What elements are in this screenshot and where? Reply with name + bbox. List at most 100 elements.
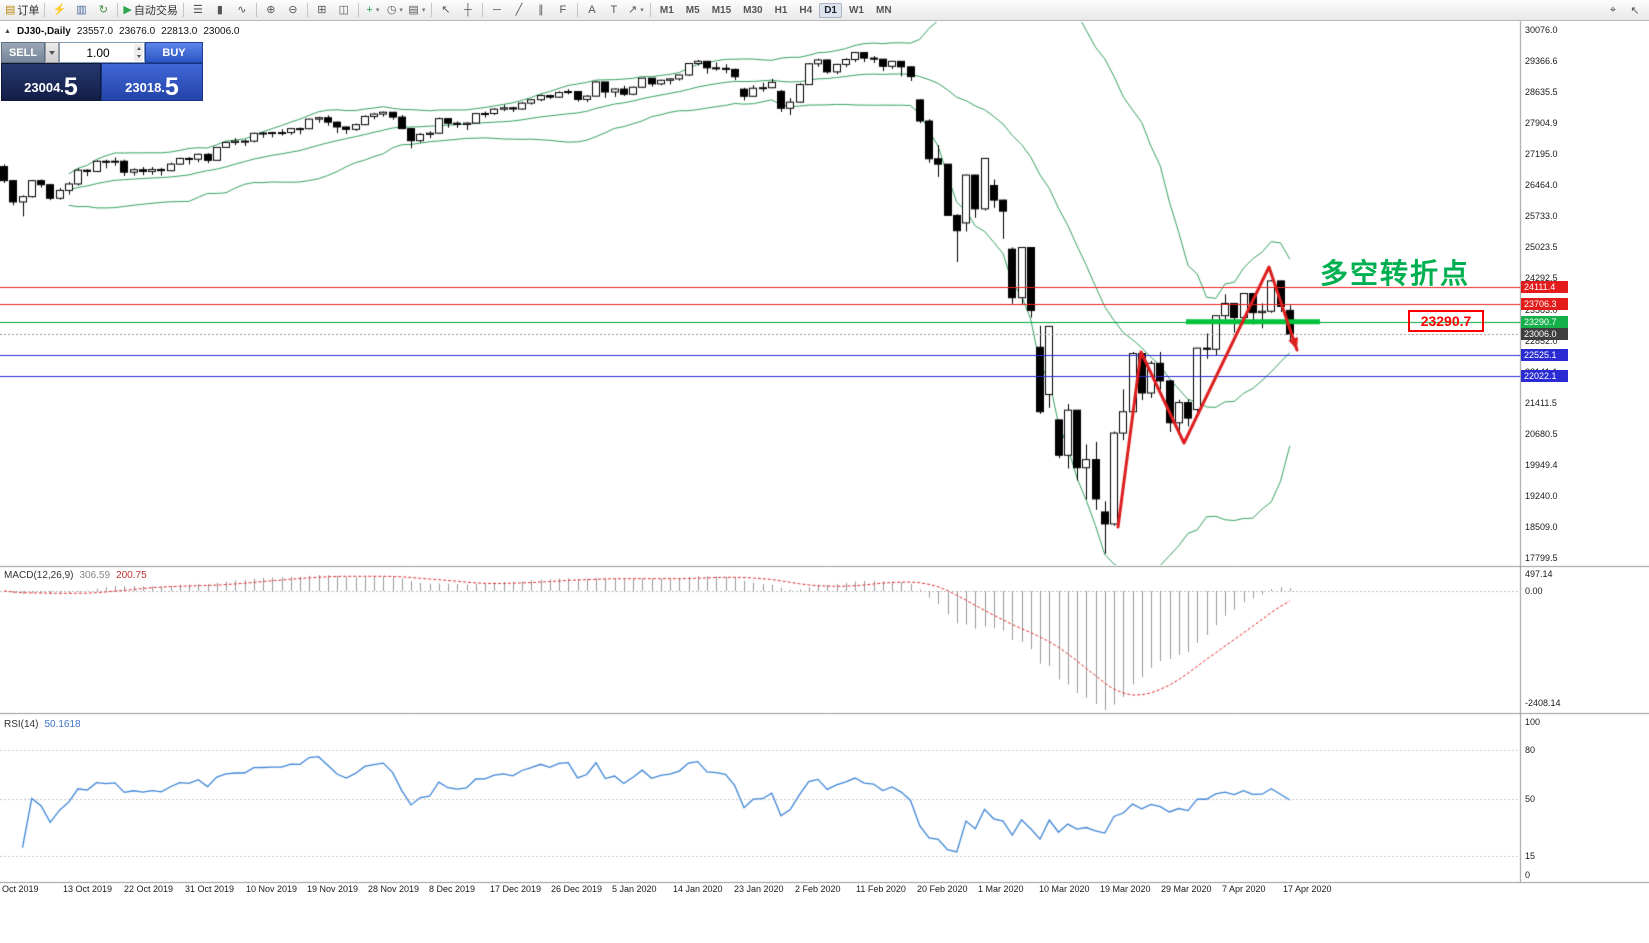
- timeframe-d1[interactable]: D1: [819, 2, 842, 18]
- tile-windows-icon: ◫: [338, 3, 350, 16]
- periods-button[interactable]: ◷ ▾: [384, 2, 406, 19]
- crosshair-icon: ┼: [463, 3, 472, 16]
- text-label-icon: T: [610, 3, 618, 16]
- channel-icon: ∥: [538, 3, 544, 16]
- toolbar-separator: [255, 3, 257, 17]
- bid-price-pip: 5: [63, 73, 78, 101]
- toolbar-separator: [44, 3, 46, 17]
- timeframe-w1[interactable]: W1: [848, 4, 864, 16]
- ask-price-pip: 5: [164, 73, 179, 101]
- text-icon[interactable]: A: [581, 2, 603, 19]
- timeframe-h1[interactable]: H1: [774, 4, 788, 16]
- layouts-icon: ▥: [76, 3, 87, 16]
- fibonacci-icon: F: [559, 3, 567, 16]
- candlestick-chart-icon[interactable]: ▮: [209, 2, 231, 19]
- volume-box: [59, 42, 145, 63]
- new-order-button[interactable]: ▤ 订单: [3, 2, 41, 19]
- turning-point-annotation: 多空转折点: [1320, 258, 1471, 289]
- timeframe-m1[interactable]: M1: [659, 4, 674, 16]
- lightning-icon: ⚡: [52, 3, 67, 16]
- chevron-down-icon: ▾: [640, 7, 644, 14]
- volume-down-icon[interactable]: [136, 55, 141, 59]
- bid-price-button[interactable]: 23004. 5: [1, 63, 101, 101]
- sell-button[interactable]: SELL: [1, 42, 45, 63]
- toolbar-separator: [357, 3, 359, 17]
- chevron-down-icon: [49, 50, 55, 55]
- symbol-name: DJ30-,Daily: [16, 26, 71, 37]
- toolbar-separator: [117, 3, 119, 17]
- ohlc-high: 23676.0: [119, 26, 156, 37]
- lightning-icon[interactable]: ⚡: [48, 2, 70, 19]
- timeframe-m5[interactable]: M5: [685, 4, 700, 16]
- macd-main-value: 306.59: [79, 570, 111, 581]
- rsi-name: RSI(14): [4, 719, 39, 730]
- zoom-out-icon[interactable]: ⊖: [282, 2, 304, 19]
- volume-input[interactable]: [60, 43, 144, 62]
- volume-stepper[interactable]: [134, 44, 143, 61]
- layouts-icon[interactable]: ▥: [70, 2, 92, 19]
- timeframe-mn[interactable]: MN: [875, 4, 892, 16]
- buy-button[interactable]: BUY: [145, 42, 203, 63]
- toolbar-separator: [576, 3, 578, 17]
- macd-signal-value: 200.75: [116, 570, 147, 581]
- arrows-button[interactable]: ↗ ▾: [625, 2, 647, 19]
- timeframe-m15[interactable]: M15: [711, 4, 732, 16]
- grid-icon[interactable]: ⊞: [311, 2, 333, 19]
- horizontal-line-icon[interactable]: ─: [486, 2, 508, 19]
- candlestick-chart-icon: ▮: [216, 3, 223, 16]
- horizontal-line-icon: ─: [492, 3, 501, 16]
- periods-icon: ◷: [386, 3, 397, 16]
- symbol-icon: ▲: [4, 28, 11, 35]
- zoom-out-icon: ⊖: [288, 3, 298, 16]
- timeframe-m30[interactable]: M30: [743, 4, 763, 16]
- zoom-in-icon[interactable]: ⊕: [260, 2, 282, 19]
- new-order-icon: ▤: [5, 3, 16, 16]
- autotrading-button[interactable]: ▶ 自动交易: [121, 2, 179, 19]
- channel-icon[interactable]: ∥: [530, 2, 552, 19]
- one-click-trading-panel: SELL BUY 23004. 5 23018. 5: [1, 42, 203, 101]
- crosshair-icon[interactable]: ┼: [457, 2, 479, 19]
- macd-name: MACD(12,26,9): [4, 570, 74, 581]
- text-icon: A: [588, 3, 596, 16]
- zoom-in-icon: ⊕: [266, 3, 276, 16]
- autotrading-button-label: 自动交易: [133, 5, 178, 17]
- chevron-down-icon: ▾: [375, 7, 380, 14]
- volume-up-icon[interactable]: [136, 46, 141, 50]
- cursor-add-icon[interactable]: ↖: [1630, 4, 1640, 17]
- toolbar-separator: [430, 3, 432, 17]
- rsi-indicator-label: RSI(14) 50.1618: [4, 719, 81, 730]
- trendline-icon: ╱: [515, 3, 523, 16]
- tile-windows-icon[interactable]: ◫: [333, 2, 355, 19]
- order-type-dropdown[interactable]: [45, 42, 59, 63]
- ohlc-low: 22813.0: [161, 26, 198, 37]
- ohlc-open: 23557.0: [76, 26, 114, 37]
- toolbar-separator: [306, 3, 308, 17]
- indicators-icon: +: [366, 3, 373, 16]
- line-chart-icon[interactable]: ∿: [231, 2, 253, 19]
- ask-price-button[interactable]: 23018. 5: [101, 63, 203, 101]
- cursor-icon: ↖: [441, 3, 451, 16]
- toolbar-separator: [649, 3, 651, 17]
- templates-button[interactable]: ▤ ▾: [406, 2, 428, 19]
- toolbar: ▤ 订单 ⚡ ▥ ↻ ▶ 自动交易 ☰ ▮ ∿ ⊕ ⊖ ⊞ ◫ + ▾ ◷ ▾ ▤ ▾ ↖ ┼ ─ ╱ ∥ F A T ↗ ▾ M1 M5 M1…: [0, 0, 1649, 21]
- toolbar-separator: [481, 3, 483, 17]
- ask-price-main: 23018.: [125, 80, 165, 95]
- cursor-icon[interactable]: ↖: [435, 2, 457, 19]
- fibonacci-icon[interactable]: F: [552, 2, 574, 19]
- refresh-icon[interactable]: ↻: [92, 2, 114, 19]
- refresh-icon: ↻: [98, 3, 109, 16]
- bars-chart-icon: ☰: [192, 3, 203, 16]
- timeframe-h4[interactable]: H4: [799, 4, 813, 16]
- bars-chart-icon[interactable]: ☰: [187, 2, 209, 19]
- arrows-icon: ↗: [628, 3, 638, 16]
- new-order-button-label: 订单: [17, 5, 40, 17]
- grid-icon: ⊞: [317, 3, 327, 16]
- window-search-icon[interactable]: ⌖: [1609, 3, 1617, 16]
- indicators-button[interactable]: + ▾: [362, 2, 384, 19]
- trendline-icon[interactable]: ╱: [508, 2, 530, 19]
- symbol-info: ▲ DJ30-,Daily 23557.0 23676.0 22813.0 23…: [4, 26, 239, 37]
- rsi-value: 50.1618: [44, 719, 81, 730]
- text-label-icon[interactable]: T: [603, 2, 625, 19]
